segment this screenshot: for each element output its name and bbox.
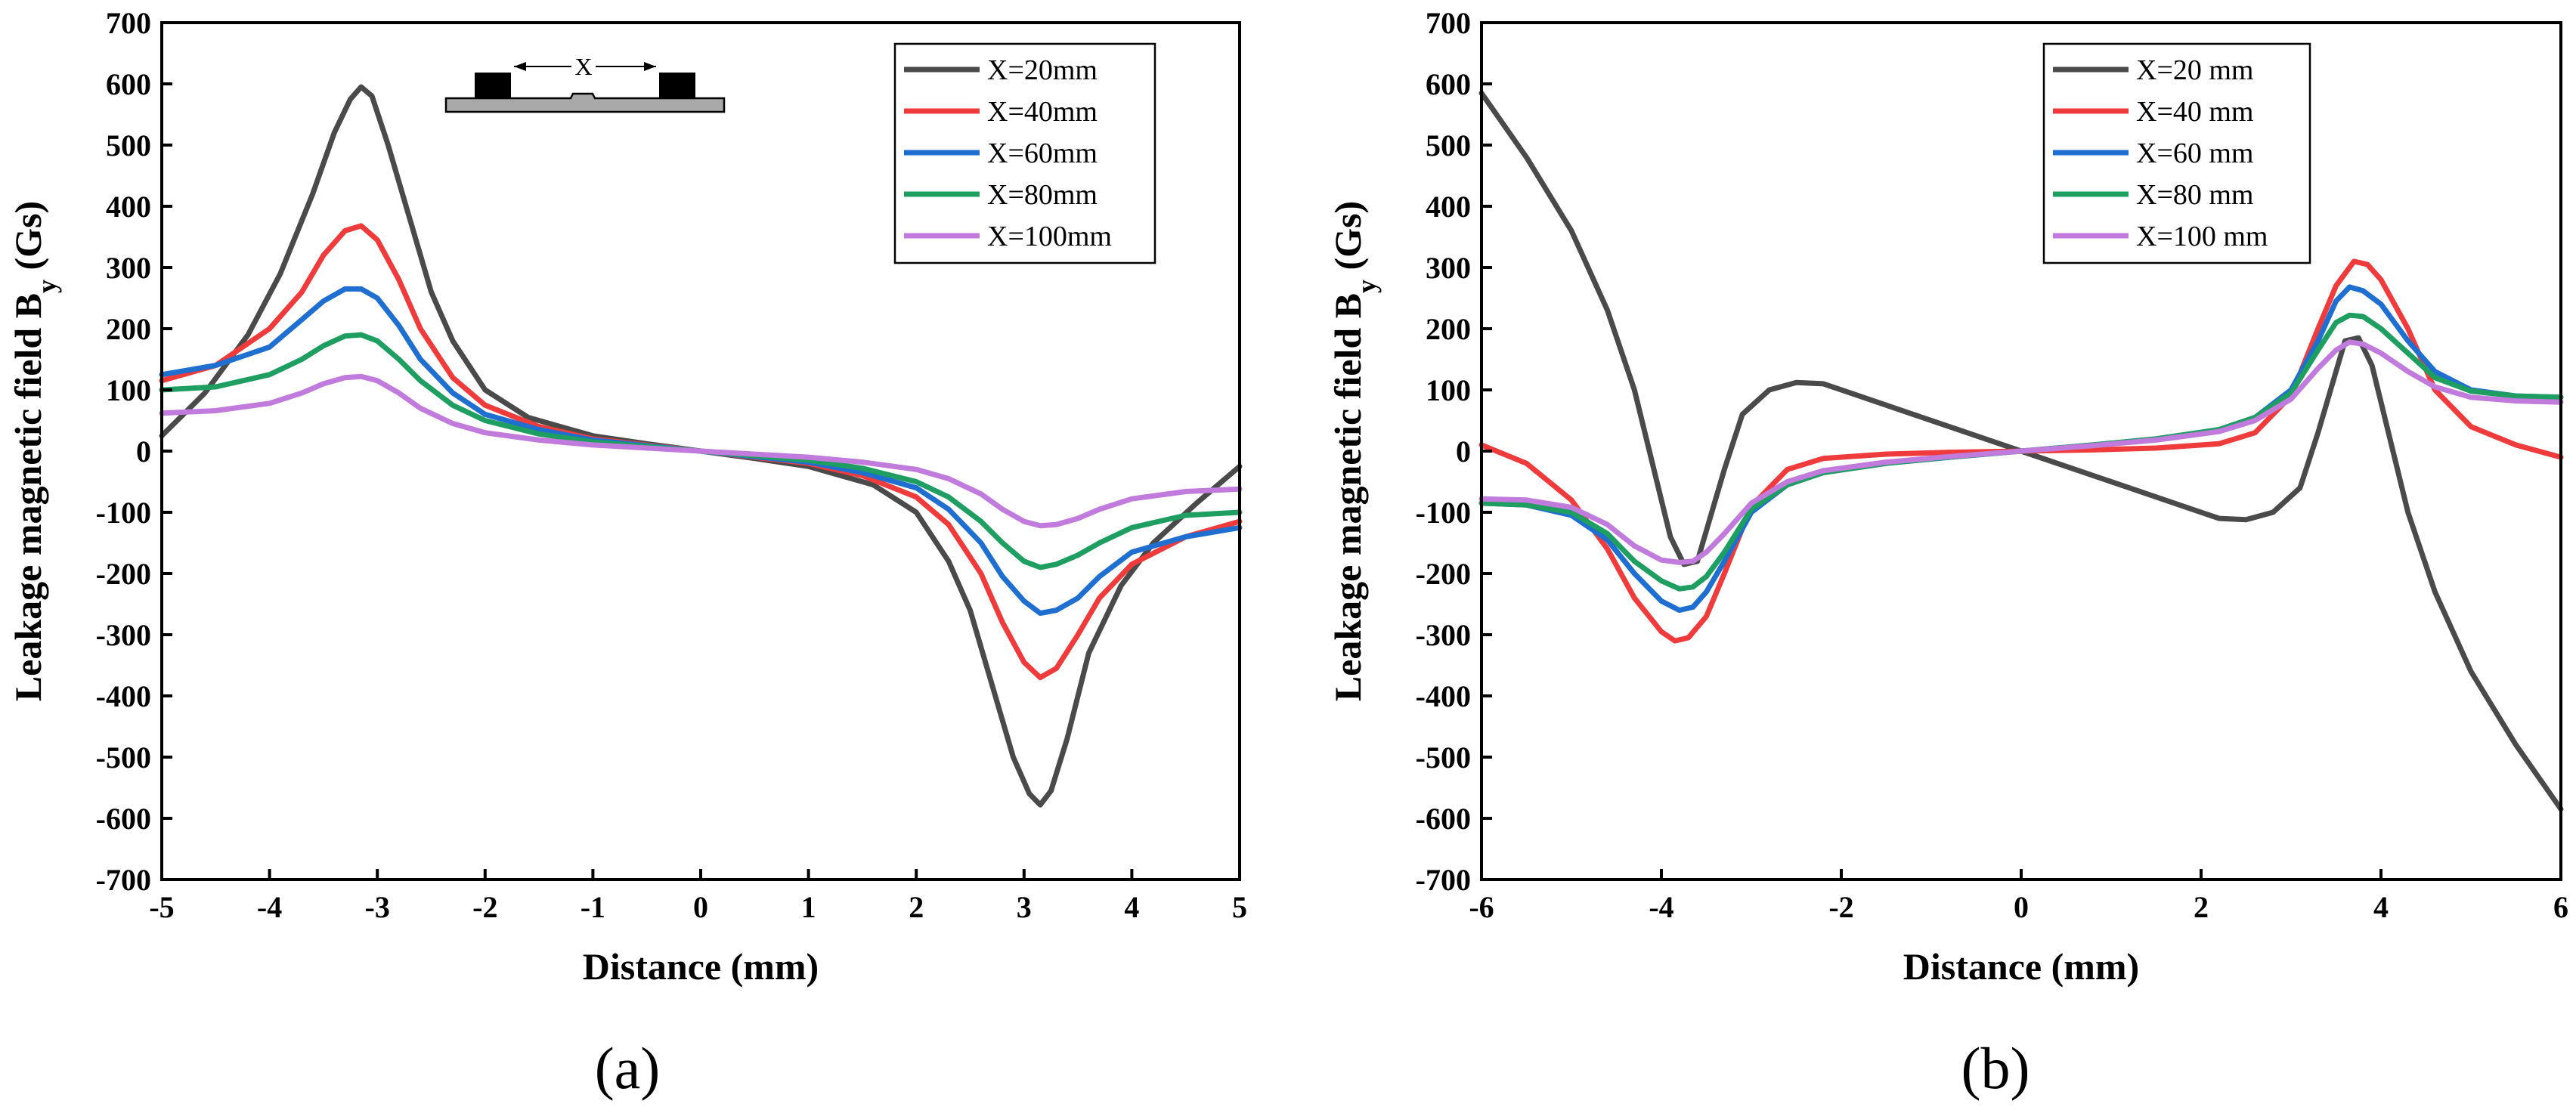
panel-label-b: (b) [1961,1035,2030,1101]
y-tick-label-a: 100 [106,373,151,407]
y-tick-label-a: 400 [106,190,151,224]
y-tick-label-a: 300 [106,251,151,285]
x-tick-label-a: -2 [472,890,497,924]
x-tick-label-b: -4 [1649,890,1673,924]
y-tick-label-b: 400 [1426,190,1471,224]
x-tick-label-a: -3 [365,890,390,924]
x-tick-label-a: 5 [1232,890,1247,924]
x-tick-label-a: 2 [909,890,924,924]
inset-magnet-right [659,73,695,98]
series-line-b-4 [1478,339,2564,565]
y-tick-label-a: -600 [96,802,151,836]
x-axis-title-b: Distance (mm) [1903,945,2139,988]
y-tick-label-a: 700 [106,6,151,40]
y-tick-label-a: 600 [106,67,151,101]
y-tick-label-b: -400 [1416,679,1471,713]
inset-plate [444,92,726,113]
y-tick-label-a: -200 [96,557,151,591]
y-tick-label-b: -500 [1416,740,1471,774]
y-tick-label-a: 500 [106,128,151,162]
inset-arrow-right [644,62,656,71]
y-tick-label-b: 600 [1426,67,1471,101]
legend-label-a-4: X=100mm [987,221,1112,252]
y-axis-title-a: Leakage magnetic field By (Gs) [7,201,62,701]
x-tick-label-b: 2 [2194,890,2209,924]
legend-label-b-2: X=60 mm [2136,138,2254,169]
inset-magnet-left [475,73,511,98]
y-tick-label-b: -700 [1416,863,1471,897]
x-tick-label-a: 3 [1017,890,1032,924]
y-tick-label-b: 0 [1456,434,1471,468]
y-tick-label-a: 200 [106,312,151,346]
y-tick-label-a: -100 [96,496,151,530]
legend-label-b-1: X=40 mm [2136,96,2254,128]
x-tick-label-a: 0 [693,890,708,924]
y-tick-label-b: 500 [1426,128,1471,162]
x-tick-label-b: -2 [1828,890,1853,924]
x-axis-title-a: Distance (mm) [583,945,819,988]
y-tick-label-b: 100 [1426,373,1471,407]
inset-label-bg [571,54,596,79]
y-tick-label-b: 300 [1426,251,1471,285]
inset-label: X [574,53,592,80]
x-tick-label-a: -4 [257,890,282,924]
y-tick-label-b: 200 [1426,312,1471,346]
x-tick-label-a: 4 [1124,890,1139,924]
legend-label-a-2: X=60mm [987,138,1098,169]
legend-label-b-4: X=100 mm [2136,221,2268,252]
legend-label-b-0: X=20 mm [2136,54,2254,86]
y-tick-label-a: 0 [136,434,151,468]
x-tick-label-a: 1 [801,890,816,924]
y-tick-label-a: -700 [96,863,151,897]
y-tick-label-b: -200 [1416,557,1471,591]
chart-panel-b: -6 -4 -2 0 2 4 6 -700 -600 -500 -400 -300 -200 -100 0 1… [1327,6,2568,1101]
y-tick-label-b: -600 [1416,802,1471,836]
y-tick-label-a: -300 [96,618,151,652]
y-tick-label-b: 700 [1426,6,1471,40]
legend-label-a-3: X=80mm [987,179,1098,211]
y-tick-label-b: -100 [1416,496,1471,530]
y-tick-label-a: -400 [96,679,151,713]
x-tick-label-a: -1 [581,890,605,924]
legend-label-b-3: X=80 mm [2136,179,2254,211]
y-axis-title-b: Leakage magnetic field By (Gs) [1327,201,1382,701]
legend-label-a-1: X=40mm [987,96,1098,128]
inset-arrow-left [514,62,526,71]
legend-label-a-0: X=20mm [987,54,1098,86]
series-line-a-4 [159,373,1243,529]
x-tick-label-a: -5 [149,890,174,924]
chart-panel-a: -5 -4 -3 -2 -1 0 1 2 3 4 5 -700 -600 -500 -400 -300 -200… [7,6,1247,1101]
x-tick-label-b: -6 [1469,890,1494,924]
x-tick-label-b: 6 [2553,890,2568,924]
y-tick-label-b: -300 [1416,618,1471,652]
x-tick-label-b: 0 [2014,890,2029,924]
inset-schematic: X [444,53,726,113]
y-tick-label-a: -500 [96,740,151,774]
panel-label-a: (a) [595,1035,661,1101]
x-tick-label-b: 4 [2373,890,2389,924]
